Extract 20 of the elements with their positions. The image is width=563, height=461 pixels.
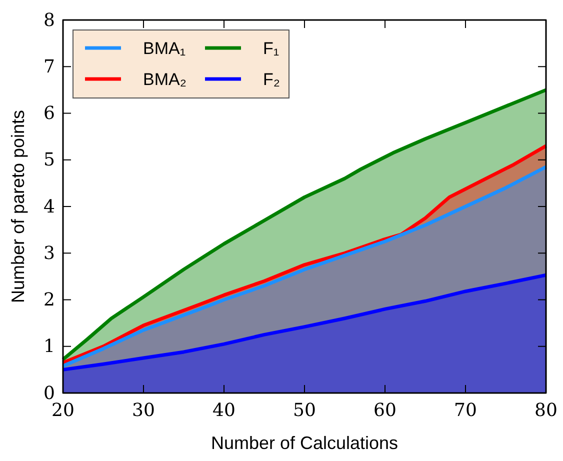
legend-label: F₁: [263, 39, 280, 58]
legend-label: BMA₁: [143, 39, 186, 58]
x-tick-label: 60: [374, 400, 396, 421]
y-tick-label: 8: [44, 10, 55, 31]
x-tick-label: 50: [293, 400, 316, 421]
x-tick-label: 70: [454, 400, 477, 421]
y-tick-label: 2: [44, 290, 55, 311]
legend-label: BMA₂: [143, 70, 186, 89]
y-tick-label: 3: [44, 242, 55, 264]
x-axis-title: Number of Calculations: [210, 433, 398, 453]
y-axis-title: Number of pareto points: [8, 110, 28, 304]
x-tick-label: 30: [132, 400, 155, 421]
y-tick-label: 5: [44, 150, 55, 171]
y-tick-label: 1: [44, 336, 55, 358]
legend-label: F₂: [263, 70, 280, 89]
y-tick-label: 7: [44, 56, 55, 78]
x-tick-label: 80: [534, 400, 558, 421]
y-tick-label: 6: [44, 103, 55, 124]
x-tick-label: 40: [212, 400, 236, 421]
y-tick-label: 4: [44, 196, 55, 218]
